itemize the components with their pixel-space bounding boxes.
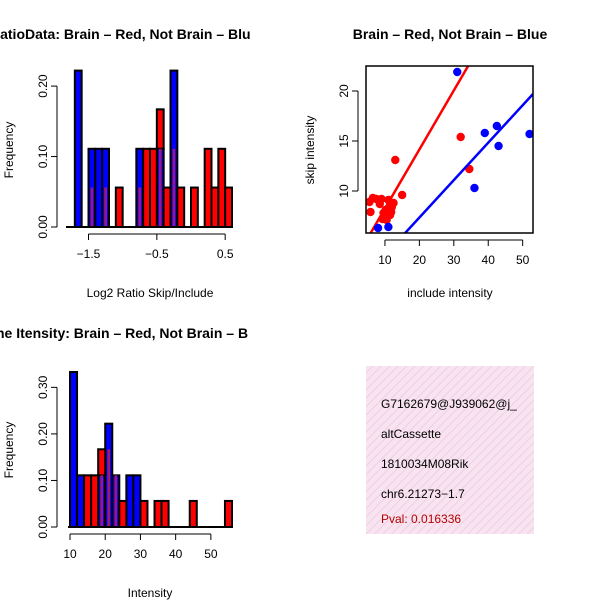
intensity-histogram-y-tick-label: 0.00	[36, 515, 50, 539]
intensity-histogram-red-bar	[153, 499, 163, 528]
intensity-histogram-x-tick-label: 50	[204, 547, 218, 561]
intensity-scatter-title: Brain – Red, Not Brain – Blue	[353, 26, 548, 42]
ratio-histogram-title: RatioData: Brain – Red, Not Brain – Blu	[0, 26, 251, 42]
ratio-histogram-overlap-bar	[138, 187, 142, 227]
intensity-scatter-red-point	[366, 207, 375, 217]
ratio-histogram-y-tick-label: 0.10	[36, 145, 50, 169]
intensity-scatter-xlabel: include intensity	[407, 286, 492, 300]
intensity-scatter-blue-point	[525, 129, 533, 139]
ratio-histogram-ylabel: Frequency	[2, 122, 16, 179]
ratio-histogram-red-bar	[176, 186, 186, 228]
intensity-scatter-red-point	[377, 194, 386, 204]
ratio-histogram-overlap-bar	[104, 187, 107, 227]
intensity-scatter: Brain – Red, Not Brain – Blue include in…	[303, 26, 547, 300]
intensity-histogram-overlap-bar	[114, 475, 118, 527]
intensity-scatter-y-tick-label: 10	[337, 184, 351, 198]
ratio-histogram-overlap-bar	[90, 187, 94, 227]
intensity-histogram-x-tick-label: 40	[169, 547, 183, 561]
info-panel-background	[366, 366, 534, 534]
ratio-histogram-red-bar	[155, 108, 165, 150]
intensity-scatter-red-point	[456, 132, 465, 142]
intensity-histogram-red-bar	[90, 474, 100, 529]
intensity-scatter-y-tick-label: 15	[337, 134, 351, 148]
intensity-scatter-blue-point	[384, 222, 393, 232]
ratio-histogram-overlap-bar	[158, 148, 162, 227]
ratio-histogram-red-bar	[217, 147, 227, 228]
ratio-histogram-red-bar	[210, 186, 220, 228]
intensity-scatter-x-tick-label: 40	[482, 253, 496, 267]
intensity-histogram-red-bar	[83, 474, 93, 529]
ratio-histogram-red-bar	[190, 186, 199, 228]
ratio-histogram-red-bar	[162, 186, 172, 228]
intensity-scatter-blue-point	[494, 141, 503, 151]
intensity-histogram-red-bar	[139, 499, 149, 528]
intensity-histogram-overlap-bar	[107, 449, 111, 527]
ratio-histogram-blue-bar	[94, 147, 104, 228]
intensity-histogram-y-tick-label: 0.10	[36, 468, 50, 492]
intensity-scatter-x-tick-label: 20	[413, 253, 427, 267]
intensity-histogram-ylabel: Frequency	[2, 422, 16, 479]
ratio-histogram-red-bar	[203, 147, 213, 228]
intensity-histogram-x-tick-label: 20	[99, 547, 113, 561]
location-text: chr6.21273−1.7	[381, 487, 465, 501]
event-id-text: G7162679@J939062@j_	[381, 397, 517, 411]
intensity-scatter-x-tick-label: 30	[447, 253, 461, 267]
intensity-scatter-red-point	[389, 198, 398, 208]
intensity-scatter-plot-box	[365, 65, 534, 234]
intensity-histogram: ne Itensity: Brain – Red, Not Brain – B …	[0, 325, 248, 600]
intensity-histogram-red-bar	[97, 448, 107, 477]
intensity-scatter-red-point	[397, 190, 407, 200]
intensity-scatter-x-tick-label: 50	[516, 253, 530, 267]
gene-name-text: 1810034M08Rik	[381, 457, 469, 471]
ratio-histogram-red-bar	[224, 186, 234, 228]
intensity-histogram-xlabel: Intensity	[128, 586, 173, 600]
intensity-histogram-title: ne Itensity: Brain – Red, Not Brain – B	[0, 325, 248, 341]
intensity-histogram-y-tick-label: 0.20	[36, 422, 50, 446]
intensity-histogram-blue-bar	[132, 474, 142, 529]
ratio-histogram-blue-bar	[73, 69, 83, 228]
intensity-scatter-y-tick-label: 20	[337, 84, 351, 98]
intensity-histogram-blue-bar	[76, 474, 86, 529]
ratio-histogram-red-bar	[149, 147, 158, 228]
intensity-histogram-red-bar	[188, 499, 198, 528]
ratio-histogram-xlabel: Log2 Ratio Skip/Include	[87, 286, 214, 300]
ratio-histogram-y-tick-label: 0.00	[36, 215, 50, 239]
intensity-histogram-red-bar	[223, 499, 234, 528]
ratio-histogram: RatioData: Brain – Red, Not Brain – Blu …	[0, 26, 251, 300]
intensity-histogram-red-bar	[118, 499, 128, 528]
intensity-scatter-blue-point	[492, 121, 502, 131]
ratio-histogram-overlap-bar	[172, 148, 176, 227]
intensity-histogram-overlap-bar	[100, 475, 104, 527]
intensity-scatter-blue-point	[470, 183, 479, 193]
event-type-text: altCassette	[381, 427, 441, 441]
intensity-histogram-x-tick-label: 10	[63, 547, 77, 561]
intensity-histogram-blue-bar	[125, 474, 135, 529]
intensity-scatter-red-point	[391, 155, 400, 165]
intensity-histogram-blue-bar	[69, 371, 79, 528]
ratio-histogram-x-tick-label: −1.5	[77, 247, 101, 261]
intensity-scatter-blue-point	[480, 128, 489, 138]
intensity-histogram-y-tick-label: 0.30	[36, 375, 50, 399]
intensity-scatter-ylabel: skip intensity	[303, 116, 317, 185]
ratio-histogram-y-tick-label: 0.20	[36, 74, 50, 98]
intensity-scatter-blue-point	[373, 223, 383, 233]
intensity-scatter-x-tick-label: 10	[378, 253, 392, 267]
ratio-histogram-x-tick-label: 0.5	[217, 247, 234, 261]
intensity-scatter-blue-point	[453, 67, 462, 77]
intensity-histogram-red-bar	[160, 499, 170, 528]
pval-text: Pval: 0.016336	[381, 512, 461, 526]
ratio-histogram-red-bar	[114, 186, 124, 228]
intensity-scatter-blue-fit-line	[403, 93, 533, 233]
intensity-histogram-x-tick-label: 30	[134, 547, 148, 561]
ratio-histogram-x-tick-label: −0.5	[145, 247, 169, 261]
ratio-histogram-red-bar	[142, 147, 152, 228]
event-info-panel: G7162679@J939062@j_ altCassette 1810034M…	[366, 366, 534, 534]
